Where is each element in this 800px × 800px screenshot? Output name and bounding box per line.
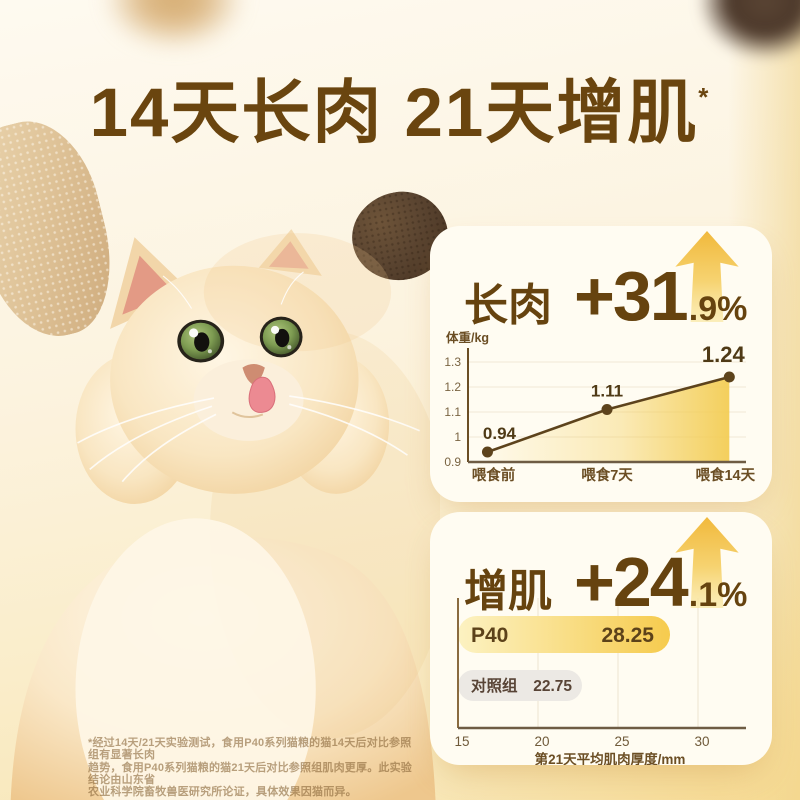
svg-text:对照组: 对照组 (471, 676, 518, 695)
cat-right-eye (259, 316, 303, 358)
svg-text:20: 20 (534, 734, 549, 749)
svg-text:30: 30 (694, 734, 709, 749)
kibble-blur-decor (103, 0, 245, 50)
delta-decimal: .1% (688, 576, 748, 614)
svg-text:0.9: 0.9 (444, 455, 461, 469)
headline-label: 长肉 (464, 281, 552, 330)
y-ticks: 0.9 1 1.1 1.2 1.3 (444, 355, 461, 469)
muscle-gain-card: P40 28.25 对照组 22.75 15 20 25 30 第21天平均肌肉厚度/mm 增肌… (430, 512, 772, 765)
weight-gain-headline: 长肉 +31 .9% (464, 226, 772, 356)
svg-text:1: 1 (454, 430, 461, 444)
page-title: 14天长肉 21天增肌* (0, 56, 800, 156)
kibble-dark-topright (698, 0, 800, 60)
svg-text:25: 25 (614, 734, 629, 749)
svg-text:0.94: 0.94 (483, 424, 517, 443)
svg-text:喂食14天: 喂食14天 (695, 466, 755, 484)
cat-photo (10, 229, 440, 800)
title-text: 14天长肉 21天增肌 (89, 74, 699, 151)
footnote-line: 农业科学院畜牧兽医研究所论证，具体效果因猫而异。 (88, 786, 357, 799)
delta-value: +24 (574, 543, 689, 621)
svg-text:1.1: 1.1 (444, 405, 461, 419)
svg-text:1.3: 1.3 (444, 355, 461, 369)
weight-gain-card: 体重/kg 0.9 1 1.1 1.2 1.3 0.94 1.11 1.24 喂食前 喂食7天 喂食1… (430, 226, 772, 502)
svg-text:1.11: 1.11 (591, 382, 623, 401)
headline-label: 增肌 (464, 567, 552, 616)
delta-decimal: .9% (688, 290, 748, 328)
footnote: *经过14天/21天实验测试，食用P40系列猫粮的猫14天后对比参照组有显著长肉… (88, 737, 420, 799)
muscle-gain-headline: 增肌 +24 .1% (464, 512, 772, 642)
footnote-line: *经过14天/21天实验测试，食用P40系列猫粮的猫14天后对比参照组有显著长肉 (88, 737, 412, 762)
svg-text:22.75: 22.75 (533, 678, 572, 695)
x-axis-label: 第21天平均肌肉厚度/mm (535, 751, 686, 765)
title-asterisk: * (698, 82, 711, 112)
cat-left-eye (177, 319, 225, 363)
footnote-line: 趋势，食用P40系列猫粮的猫21天后对比参照组肌肉更厚。此实验结论由山东省 (88, 761, 413, 786)
delta-value: +31 (574, 257, 689, 335)
svg-text:喂食7天: 喂食7天 (581, 466, 633, 484)
svg-text:喂食前: 喂食前 (472, 466, 516, 484)
svg-text:1.2: 1.2 (444, 380, 461, 394)
svg-text:15: 15 (454, 734, 469, 749)
